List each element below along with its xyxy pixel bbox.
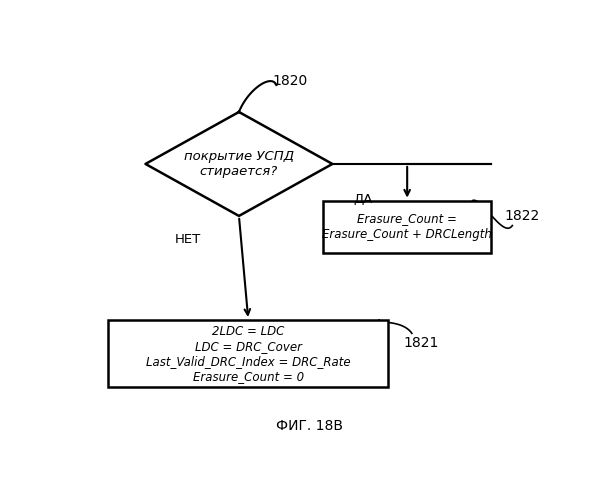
Text: 1820: 1820 [273,74,308,88]
Text: покрытие УСПД
стирается?: покрытие УСПД стирается? [184,150,294,178]
FancyBboxPatch shape [108,320,388,387]
Text: 2LDC = LDC
LDC = DRC_Cover
Last_Valid_DRC_Index = DRC_Rate
Erasure_Count = 0: 2LDC = LDC LDC = DRC_Cover Last_Valid_DR… [146,324,350,382]
Text: НЕТ: НЕТ [174,232,201,245]
FancyBboxPatch shape [323,200,491,252]
Text: 1822: 1822 [504,209,539,223]
Text: Erasure_Count =
Erasure_Count + DRCLength: Erasure_Count = Erasure_Count + DRCLengt… [322,212,492,240]
Text: ДА: ДА [353,193,373,206]
Text: 1821: 1821 [403,336,439,350]
Text: ФИГ. 18В: ФИГ. 18В [276,419,343,432]
